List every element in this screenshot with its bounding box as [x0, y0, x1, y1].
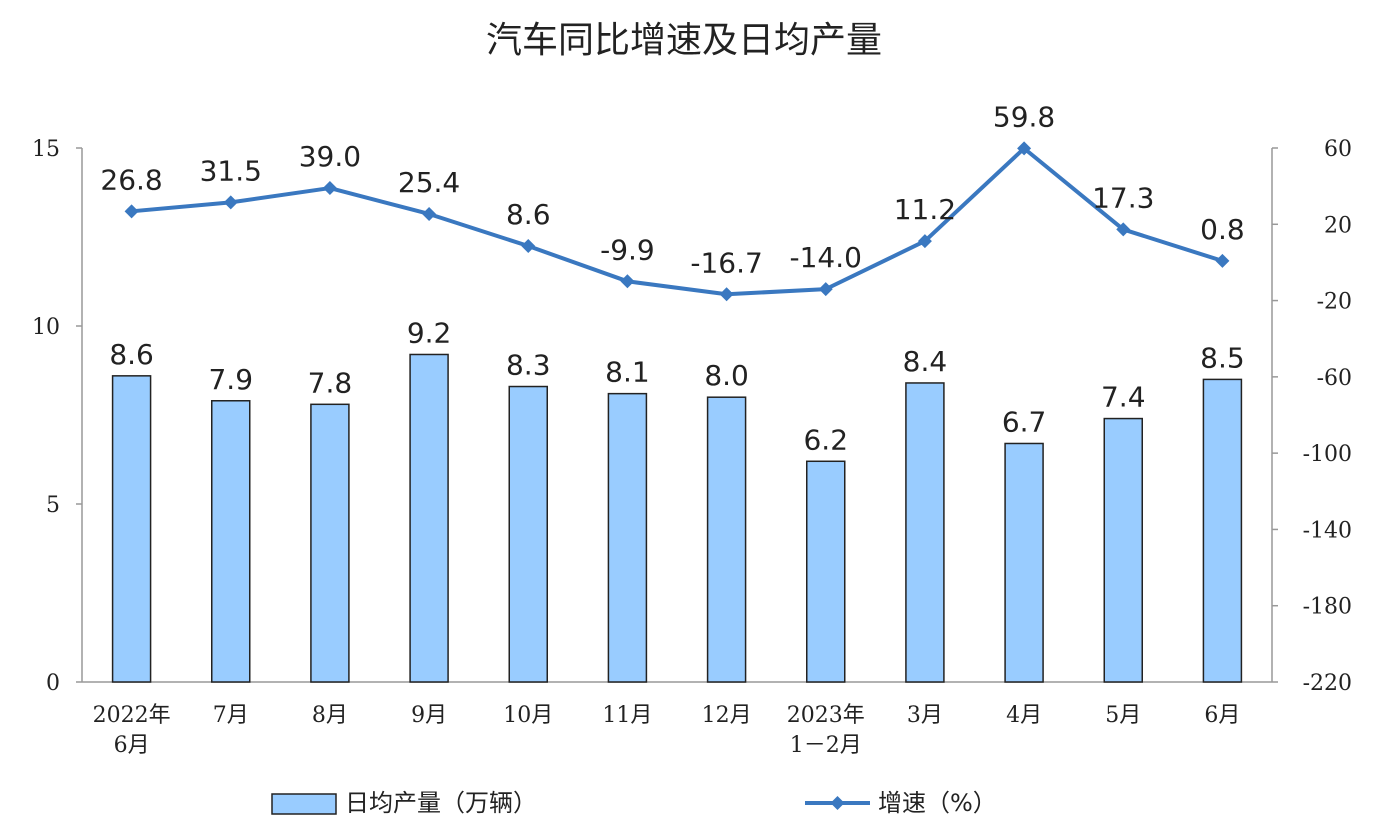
bar: [409, 353, 449, 683]
bar-data-label: 8.1: [605, 356, 650, 389]
line-marker: [521, 239, 536, 254]
x-tick-label: 6月: [1204, 703, 1240, 728]
line-marker: [818, 282, 833, 297]
bar-data-label: 7.8: [308, 366, 353, 399]
line-marker: [422, 206, 437, 221]
bar-data-label: 8.6: [109, 338, 154, 371]
legend-bar-label: 日均产量（万辆）: [345, 789, 537, 817]
line-data-label: -16.7: [690, 246, 762, 279]
line-data-label: -14.0: [790, 241, 862, 274]
bar: [607, 392, 648, 683]
line-data-label: 11.2: [894, 193, 956, 226]
bar-series: [111, 353, 1243, 683]
line-marker: [1017, 141, 1032, 156]
legend-line-label: 增速（%）: [878, 789, 997, 817]
right-tick-label: -100: [1303, 442, 1352, 467]
x-tick-label: 2022年: [93, 703, 171, 728]
x-tick-label: 8月: [312, 703, 348, 728]
line-data-labels: 26.8 31.5 39.0 25.4 8.6 -9.9 -16.7 -14.0 11.2 59.…: [100, 100, 1244, 279]
right-axis-ticks: 60 20 -20 -60 -100 -140 -180 -220: [1272, 137, 1352, 696]
right-tick-label: -60: [1317, 366, 1352, 391]
right-tick-label: -220: [1303, 671, 1352, 696]
legend-line-marker: [830, 796, 845, 810]
x-axis-labels: 2022年 6月 7月 8月 9月 10月 11月 12月 2023年 1－2月 3月 4月 5月 6月: [93, 703, 1241, 758]
line-marker: [917, 234, 932, 249]
line-data-label: 25.4: [398, 166, 460, 199]
right-tick-label: 60: [1324, 137, 1352, 162]
line-marker: [322, 181, 337, 196]
bar-data-label: 8.0: [704, 359, 749, 392]
line-data-label: 59.8: [993, 100, 1055, 133]
x-tick-label: 2023年: [787, 703, 865, 728]
bar-data-label: 7.4: [1101, 381, 1146, 414]
bar-data-label: 7.9: [208, 363, 253, 396]
bar: [508, 385, 548, 683]
legend: 日均产量（万辆） 增速（%）: [271, 789, 997, 817]
x-tick-label: 9月: [411, 703, 447, 728]
x-tick-label: 7月: [213, 703, 249, 728]
bar-data-label: 8.5: [1200, 341, 1245, 374]
bar: [1004, 442, 1044, 683]
right-tick-label: -20: [1317, 290, 1352, 315]
left-axis-ticks: 0 5 10 15: [32, 137, 82, 696]
x-tick-label: 3月: [907, 703, 943, 728]
line-data-label: 8.6: [506, 198, 551, 231]
bar-data-label: 6.2: [803, 423, 848, 456]
chart-title: 汽车同比增速及日均产量: [486, 20, 882, 61]
line-marker: [223, 195, 238, 210]
bar: [806, 460, 846, 683]
bar: [905, 382, 945, 683]
x-tick-label: 11月: [602, 703, 652, 728]
left-tick-label: 5: [46, 493, 60, 518]
left-tick-label: 0: [46, 671, 60, 696]
bar-data-label: 8.3: [506, 349, 551, 382]
x-tick-label: 6月: [114, 733, 150, 758]
line-data-label: 31.5: [200, 154, 262, 187]
bar-data-label: 8.4: [903, 345, 948, 378]
bar: [1103, 417, 1143, 683]
line-series: [124, 141, 1230, 302]
line-marker: [719, 287, 734, 302]
bar: [706, 396, 747, 683]
right-tick-label: -140: [1303, 518, 1352, 543]
x-tick-label: 12月: [702, 703, 752, 728]
line-data-label: -9.9: [600, 233, 655, 266]
bar: [111, 375, 152, 683]
bar-data-label: 9.2: [407, 316, 452, 349]
line-path: [131, 146, 1224, 297]
bar: [211, 400, 251, 683]
bar: [1202, 378, 1243, 683]
line-marker: [1215, 253, 1230, 268]
line-marker: [124, 204, 139, 219]
line-marker: [620, 274, 635, 289]
x-tick-label: 5月: [1105, 703, 1141, 728]
line-data-label: 39.0: [299, 140, 361, 173]
right-tick-label: -180: [1303, 595, 1352, 620]
line-data-label: 17.3: [1092, 181, 1154, 214]
axes: [81, 148, 1273, 683]
x-tick-label: 10月: [503, 703, 553, 728]
bar-data-labels: 8.6 7.9 7.8 9.2 8.3 8.1 8.0 6.2 8.4 6.7 7.4 8.5: [109, 316, 1244, 456]
left-tick-label: 15: [32, 137, 60, 162]
line-data-label: 26.8: [100, 163, 162, 196]
line-data-label: 0.8: [1200, 213, 1245, 246]
x-tick-label: 1－2月: [790, 733, 862, 758]
right-tick-label: 20: [1324, 213, 1352, 238]
left-tick-label: 10: [32, 315, 60, 340]
bar-data-label: 6.7: [1002, 405, 1047, 438]
line-marker: [1116, 222, 1131, 237]
bar: [310, 403, 350, 683]
legend-bar-swatch: [271, 793, 337, 815]
x-tick-label: 4月: [1006, 703, 1042, 728]
